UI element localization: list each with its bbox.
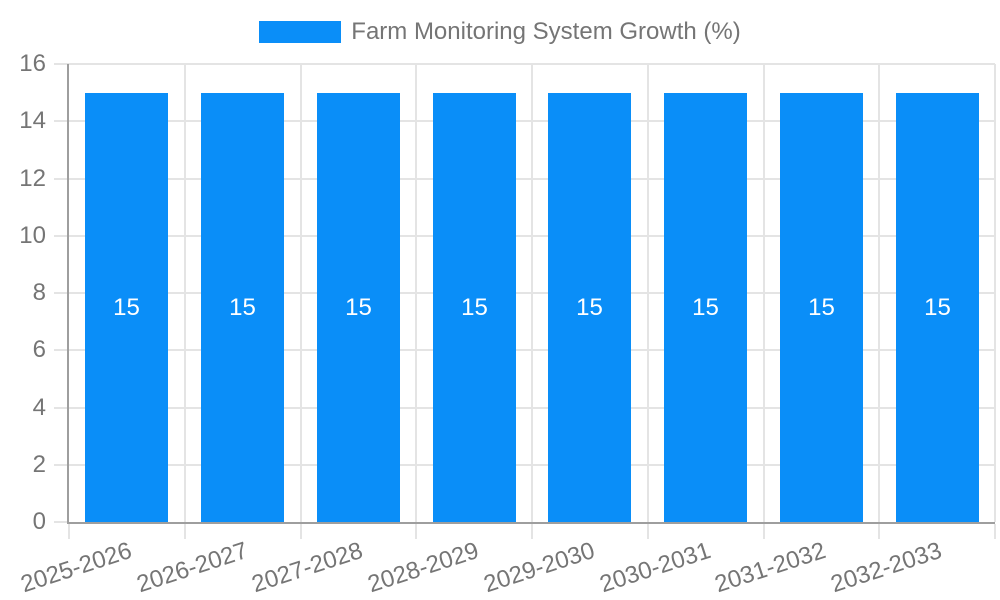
x-gridline: [184, 64, 186, 522]
bar[interactable]: [201, 93, 284, 522]
x-gridline: [531, 64, 533, 522]
chart-legend-item[interactable]: Farm Monitoring System Growth (%): [0, 18, 1000, 46]
y-tick-label: 8: [32, 279, 46, 306]
y-tick-label: 14: [19, 107, 46, 134]
x-tick-mark: [300, 524, 302, 539]
x-tick-mark: [994, 524, 996, 539]
y-axis-line: [67, 64, 69, 524]
x-tick-mark: [531, 524, 533, 539]
x-gridline: [994, 64, 996, 522]
y-tick-mark: [54, 464, 69, 466]
y-tick-mark: [54, 349, 69, 351]
y-tick-mark: [54, 521, 69, 523]
legend-swatch-icon: [259, 21, 342, 43]
bar[interactable]: [780, 93, 863, 522]
y-tick-label: 4: [32, 394, 46, 421]
x-gridline: [878, 64, 880, 522]
bar-value-label: 15: [576, 294, 603, 321]
bar[interactable]: [85, 93, 168, 522]
bar-value-label: 15: [113, 294, 140, 321]
y-tick-label: 10: [19, 222, 46, 249]
x-axis-line: [67, 522, 995, 524]
bar-value-label: 15: [808, 294, 835, 321]
x-tick-mark: [415, 524, 417, 539]
bar-value-label: 15: [692, 294, 719, 321]
x-gridline: [763, 64, 765, 522]
x-tick-mark: [68, 524, 70, 539]
x-tick-mark: [763, 524, 765, 539]
bar-value-label: 15: [924, 294, 951, 321]
x-tick-mark: [878, 524, 880, 539]
y-tick-mark: [54, 292, 69, 294]
x-gridline: [415, 64, 417, 522]
bar[interactable]: [548, 93, 631, 522]
y-tick-label: 2: [32, 451, 46, 478]
y-tick-label: 6: [32, 336, 46, 363]
y-tick-label: 12: [19, 165, 46, 192]
legend-label: Farm Monitoring System Growth (%): [351, 18, 741, 45]
y-tick-mark: [54, 178, 69, 180]
y-tick-mark: [54, 63, 69, 65]
y-tick-mark: [54, 120, 69, 122]
y-tick-label: 0: [32, 508, 46, 535]
x-tick-mark: [184, 524, 186, 539]
bar-value-label: 15: [461, 294, 488, 321]
bar[interactable]: [896, 93, 979, 522]
y-tick-label: 16: [19, 50, 46, 77]
x-gridline: [300, 64, 302, 522]
y-tick-mark: [54, 235, 69, 237]
bar-value-label: 15: [229, 294, 256, 321]
y-tick-mark: [54, 407, 69, 409]
bar[interactable]: [433, 93, 516, 522]
x-tick-mark: [647, 524, 649, 539]
x-gridline: [647, 64, 649, 522]
bar[interactable]: [317, 93, 400, 522]
bar[interactable]: [664, 93, 747, 522]
bar-value-label: 15: [345, 294, 372, 321]
